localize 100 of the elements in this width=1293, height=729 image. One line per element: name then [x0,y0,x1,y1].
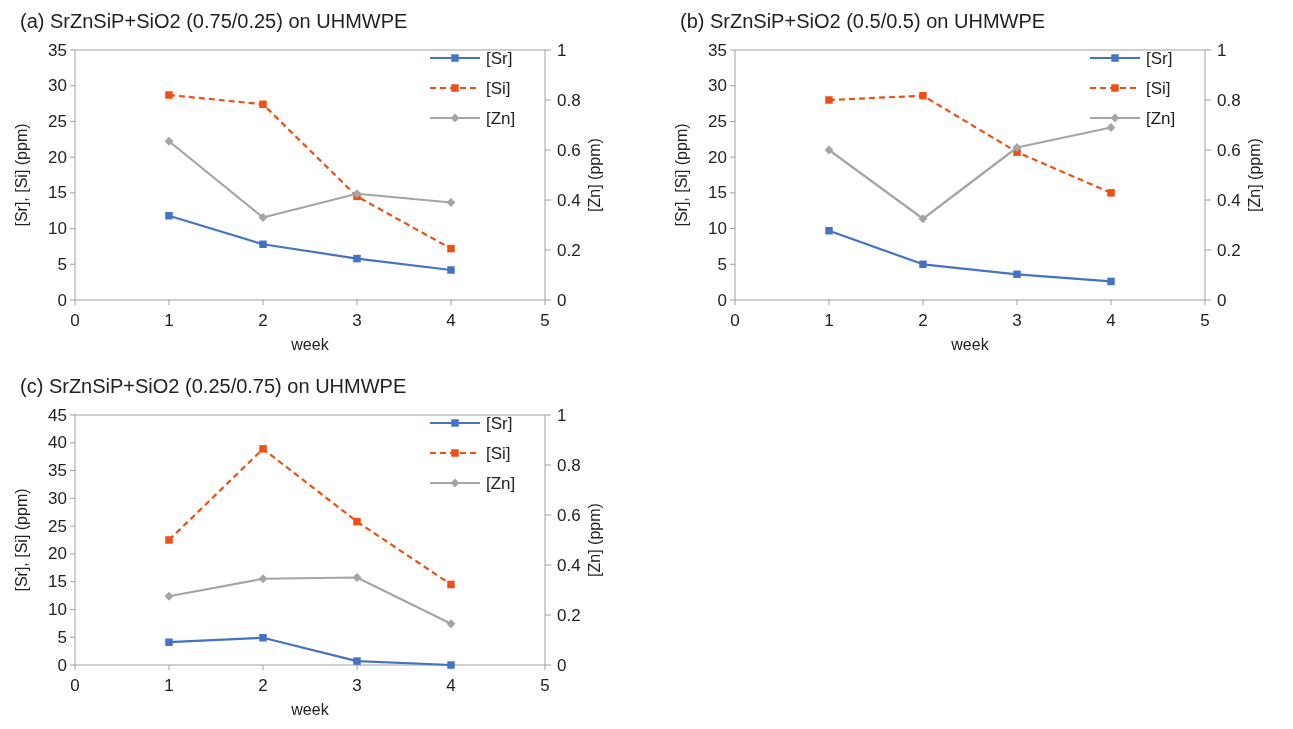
x-tick-label: 1 [164,676,174,695]
y-tick-label: 25 [708,111,727,131]
y-tick-label: 15 [48,572,67,592]
x-tick-label: 2 [918,311,928,330]
point [353,517,361,526]
x-tick-label: 2 [258,676,268,695]
chart-title: (a) SrZnSiP+SiO2 (0.75/0.25) on UHMWPE [20,10,408,32]
legend-label: [Zn] [486,108,516,128]
x-tick-label: 5 [540,311,550,330]
y-tick-label: 20 [708,147,727,167]
x-tick-label: 4 [1106,311,1116,330]
point [447,266,455,274]
legend-label: [Zn] [1146,108,1176,128]
y-tick-label: 5 [717,254,727,274]
point [825,96,833,104]
y2-axis-title: [Zn] (ppm) [586,503,603,577]
point [446,619,456,629]
x-tick-label: 0 [70,676,80,695]
legend-label: [Si] [1146,78,1171,98]
x-tick-label: 3 [352,676,362,695]
y2-tick-label: 0.4 [557,190,581,210]
y-tick-label: 10 [48,599,67,619]
point [165,91,173,99]
chart-title: (b) SrZnSiP+SiO2 (0.5/0.5) on UHMWPE [680,10,1046,32]
point [165,536,173,544]
y2-tick-label: 0.4 [557,555,581,575]
y2-axis-title: [Zn] (ppm) [586,138,603,212]
x-tick-label: 3 [352,311,362,330]
y2-tick-label: 0.6 [557,140,581,160]
y-tick-label: 20 [48,147,67,167]
y-tick-label: 30 [708,76,727,96]
y2-axis-title: [Zn] (ppm) [1246,138,1263,212]
legend-label: [Sr] [486,48,513,68]
y2-tick-label: 0.8 [1217,90,1241,110]
legend-label: [Si] [486,78,511,98]
x-tick-label: 1 [824,311,834,330]
y2-tick-label: 1 [557,405,567,425]
y-tick-label: 0 [57,655,67,675]
y-tick-label: 15 [708,183,727,203]
point [919,260,927,269]
point [824,145,834,155]
y2-tick-label: 0.8 [557,90,581,110]
point [259,445,267,453]
x-tick-label: 5 [540,676,550,695]
y2-tick-label: 0.4 [1217,190,1241,210]
y2-tick-label: 1 [1217,40,1227,60]
x-tick-label: 4 [446,676,456,695]
x-axis-title: week [290,336,330,353]
point [259,634,267,642]
point [447,580,455,589]
y-tick-label: 0 [717,290,727,310]
point [353,657,361,665]
y-axis-title: [Sr], [Si] (ppm) [13,123,30,227]
y-tick-label: 35 [708,40,727,60]
y2-tick-label: 0.2 [1217,240,1241,260]
point [1107,189,1115,197]
x-tick-label: 4 [446,311,456,330]
x-tick-label: 5 [1200,311,1210,330]
y-tick-label: 10 [48,219,67,239]
y-tick-label: 5 [57,254,67,274]
y-tick-label: 30 [48,76,67,96]
y2-tick-label: 0 [557,655,567,675]
y2-tick-label: 0 [1217,290,1227,310]
legend-label: [Si] [486,443,511,463]
y-tick-label: 25 [48,111,67,131]
y-axis-title: [Sr], [Si] (ppm) [673,123,690,227]
point [165,211,173,220]
x-tick-label: 2 [258,311,268,330]
y-tick-label: 35 [48,461,67,481]
y-tick-label: 35 [48,40,67,60]
point [825,226,833,235]
legend-label: [Sr] [486,413,513,433]
point [258,574,268,584]
x-tick-label: 0 [730,311,740,330]
point [919,91,927,100]
y2-tick-label: 0.8 [557,455,581,475]
y2-tick-label: 0.2 [557,240,581,260]
point [1013,270,1021,279]
y2-tick-label: 1 [557,40,567,60]
y2-tick-label: 0.6 [1217,140,1241,160]
y-tick-label: 40 [48,433,67,453]
chart-title: (c) SrZnSiP+SiO2 (0.25/0.75) on UHMWPE [20,375,407,397]
point [259,100,267,109]
point [164,136,174,146]
legend-label: [Sr] [1146,48,1173,68]
y-tick-label: 15 [48,183,67,203]
point [165,638,173,646]
x-axis-title: week [950,336,990,353]
y-tick-label: 20 [48,544,67,564]
y-tick-label: 5 [57,627,67,647]
point [259,240,267,249]
y-axis-title: [Sr], [Si] (ppm) [13,488,30,592]
point [353,254,361,263]
x-tick-label: 0 [70,311,80,330]
y2-tick-label: 0.2 [557,605,581,625]
y-tick-label: 45 [48,405,67,425]
y2-tick-label: 0 [557,290,567,310]
y-tick-label: 10 [708,219,727,239]
y2-tick-label: 0.6 [557,505,581,525]
x-axis-title: week [290,701,330,718]
